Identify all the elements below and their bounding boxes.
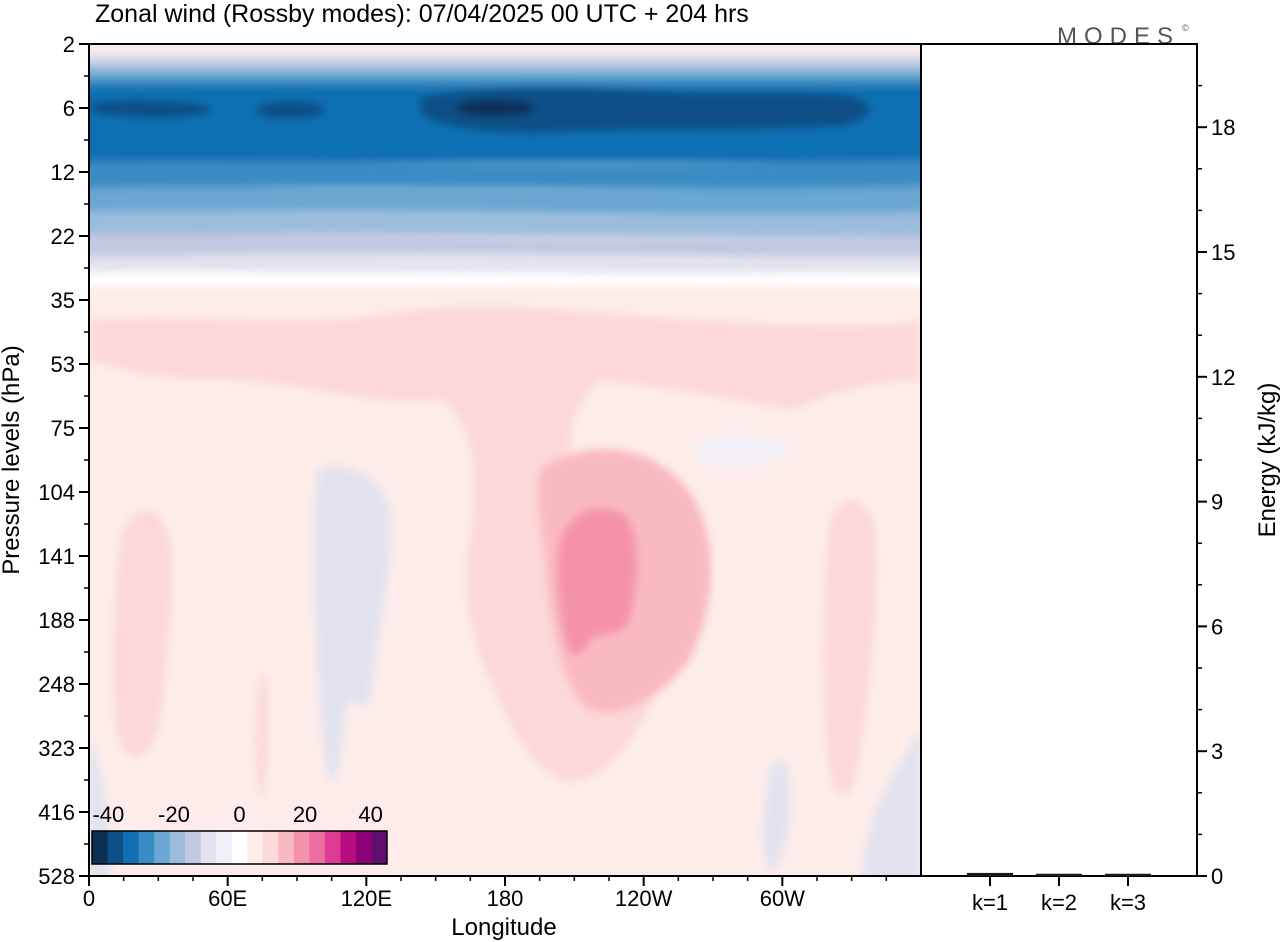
colorbar-swatch bbox=[340, 831, 357, 864]
colorbar-swatch bbox=[278, 831, 295, 864]
y-tick-label: 188 bbox=[38, 608, 75, 633]
colorbar-tick-label: 20 bbox=[293, 802, 317, 827]
energy-bars: k=1 k=2 k=3 bbox=[967, 872, 1151, 915]
lavender-core-120e bbox=[314, 466, 391, 781]
colorbar-swatch bbox=[123, 831, 140, 864]
y-tick-label: 53 bbox=[51, 352, 75, 377]
band-3 bbox=[89, 60, 921, 68]
pink-west-jet bbox=[112, 510, 172, 758]
colorbar-swatch bbox=[200, 831, 217, 864]
y-tick-label: 141 bbox=[38, 544, 75, 569]
band-8 bbox=[89, 160, 921, 190]
logo-text: MODES bbox=[1057, 23, 1180, 50]
y-tick-label: 323 bbox=[38, 736, 75, 761]
colorbar-swatch bbox=[138, 831, 155, 864]
logo-mark: © bbox=[1182, 23, 1189, 33]
pink-east-jet bbox=[822, 500, 877, 795]
energy-category-label: k=1 bbox=[972, 890, 1008, 915]
colorbar-swatch bbox=[231, 831, 248, 864]
colorbar-swatch bbox=[169, 831, 186, 864]
colorbar-swatch bbox=[92, 831, 109, 864]
colorbar-swatch bbox=[309, 831, 326, 864]
lavender-small-east bbox=[763, 760, 790, 870]
colorbar-tick-label: -40 bbox=[92, 802, 124, 827]
x-axis-label: Longitude bbox=[451, 914, 556, 941]
contour-plot bbox=[89, 44, 921, 876]
pink-narrow-jet bbox=[254, 672, 269, 800]
colorbar-swatch bbox=[216, 831, 233, 864]
y-tick-label: 75 bbox=[51, 416, 75, 441]
y-tick-label: 2 bbox=[63, 32, 75, 57]
colorbar-swatch bbox=[154, 831, 171, 864]
colorbar-swatch bbox=[371, 831, 388, 864]
core-deep bbox=[455, 100, 535, 116]
band-11 bbox=[89, 233, 921, 258]
band-9 bbox=[89, 186, 921, 215]
energy-tick-label: 15 bbox=[1211, 240, 1235, 265]
y-tick-label: 22 bbox=[51, 224, 75, 249]
lavender-mid-east bbox=[695, 434, 785, 466]
colorbar-swatch bbox=[247, 831, 264, 864]
core-main bbox=[420, 86, 870, 133]
colorbar-tick-label: 0 bbox=[233, 802, 245, 827]
easterly-bands bbox=[89, 44, 921, 288]
pressure-level-axis: 2 6 12 22 35 53 75 104 141 188 248 323 416 528 bbox=[38, 32, 89, 889]
y-tick-label: 35 bbox=[51, 288, 75, 313]
energy-bar bbox=[1036, 873, 1082, 876]
energy-bar bbox=[967, 872, 1013, 876]
energy-axis-label: Energy (kJ/kg) bbox=[1254, 383, 1280, 538]
y-tick-label: 416 bbox=[38, 800, 75, 825]
y-tick-label: 528 bbox=[38, 864, 75, 889]
band-13 bbox=[89, 271, 921, 288]
x-tick-label: 60W bbox=[760, 886, 805, 911]
energy-tick-label: 9 bbox=[1211, 490, 1223, 515]
westerly-regions bbox=[89, 286, 921, 876]
band-6 bbox=[89, 78, 921, 88]
energy-axis: 0 3 6 9 12 15 18 bbox=[1197, 84, 1235, 889]
colorbar-frame bbox=[91, 830, 388, 865]
band-5 bbox=[89, 72, 921, 80]
x-tick-label: 120W bbox=[615, 886, 673, 911]
energy-tick-label: 3 bbox=[1211, 739, 1223, 764]
energy-category-label: k=2 bbox=[1041, 890, 1077, 915]
core-mid bbox=[255, 101, 325, 119]
band-4 bbox=[89, 66, 921, 74]
longitude-axis: 0 60E 120E 180 120W 60W bbox=[83, 876, 888, 911]
pink-strong-core bbox=[557, 508, 637, 655]
modes-logo: MODES © bbox=[1057, 23, 1189, 50]
band-10 bbox=[89, 211, 921, 237]
colorbar-tick-label: -20 bbox=[158, 802, 190, 827]
colorbar: -40 -20 0 20 40 bbox=[91, 802, 388, 865]
chart-title: Zonal wind (Rossby modes): 07/04/2025 00… bbox=[95, 0, 749, 28]
core-west bbox=[89, 100, 213, 118]
y-axis-label: Pressure levels (hPa) bbox=[0, 345, 25, 574]
energy-panel-frame bbox=[920, 43, 1198, 877]
y-tick-label: 12 bbox=[51, 160, 75, 185]
energy-tick-label: 18 bbox=[1211, 115, 1235, 140]
energy-tick-label: 12 bbox=[1211, 365, 1235, 390]
colorbar-swatch bbox=[324, 831, 341, 864]
colorbar-tick-label: 40 bbox=[358, 802, 382, 827]
pink-upper-band bbox=[89, 306, 921, 782]
lavender-east bbox=[860, 730, 921, 876]
easterly-cores bbox=[89, 86, 870, 133]
colorbar-swatch bbox=[355, 831, 372, 864]
y-tick-label: 248 bbox=[38, 672, 75, 697]
x-tick-label: 60E bbox=[208, 886, 247, 911]
colorbar-swatch bbox=[262, 831, 279, 864]
x-tick-label: 0 bbox=[83, 886, 95, 911]
band-12 bbox=[89, 255, 921, 274]
y-tick-label: 6 bbox=[63, 96, 75, 121]
colorbar-swatch bbox=[293, 831, 310, 864]
x-tick-label: 120E bbox=[341, 886, 392, 911]
y-tick-label: 104 bbox=[38, 480, 75, 505]
energy-bar bbox=[1105, 873, 1151, 876]
energy-tick-label: 6 bbox=[1211, 614, 1223, 639]
energy-category-label: k=3 bbox=[1110, 890, 1146, 915]
energy-tick-label: 0 bbox=[1211, 864, 1223, 889]
colorbar-swatch bbox=[107, 831, 124, 864]
colorbar-swatch bbox=[185, 831, 202, 864]
x-tick-label: 180 bbox=[487, 886, 524, 911]
